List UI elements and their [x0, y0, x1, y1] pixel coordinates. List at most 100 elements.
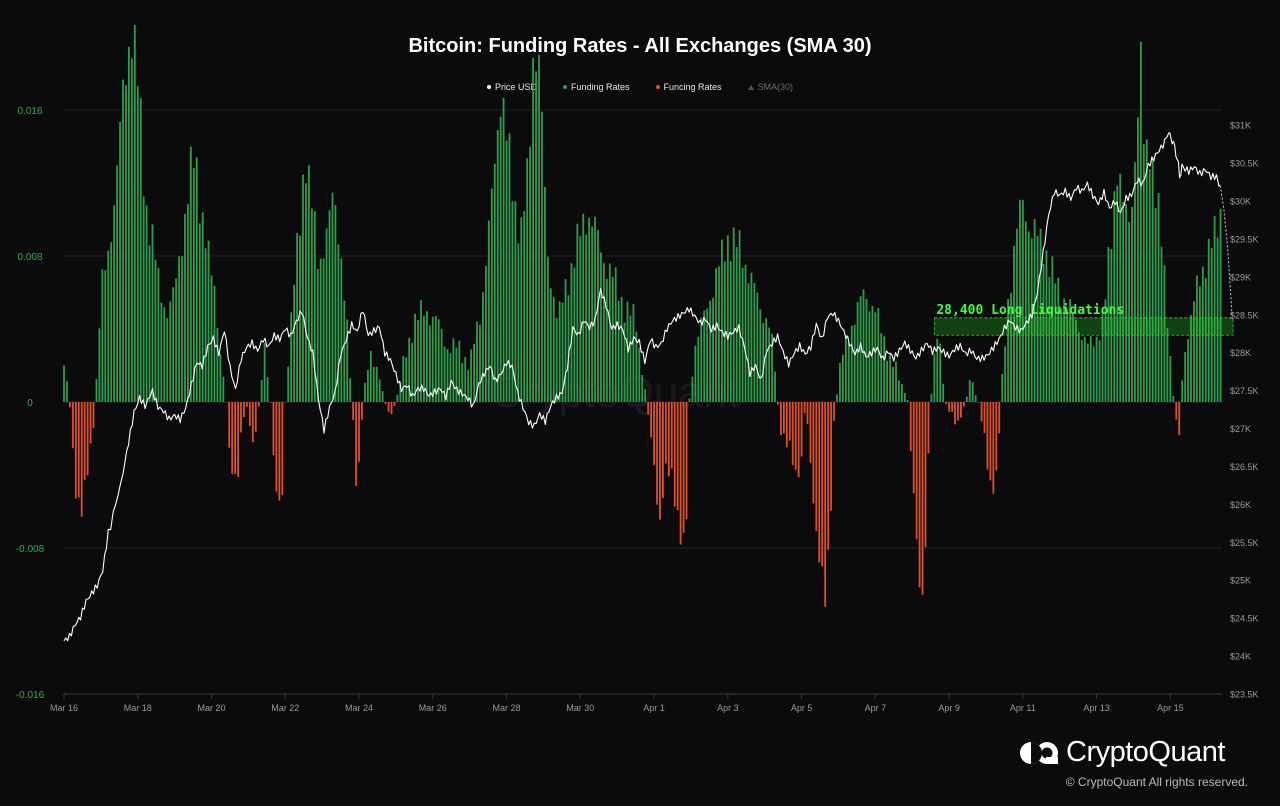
funding-bar: [918, 402, 921, 588]
funding-bar: [768, 327, 771, 402]
funding-bar: [706, 308, 709, 402]
funding-bar: [136, 86, 139, 403]
funding-bar: [812, 402, 815, 504]
funding-bar: [880, 333, 883, 402]
funding-bar: [420, 300, 422, 402]
legend-item-price[interactable]: Price USD: [486, 82, 537, 92]
funding-bar: [1172, 395, 1175, 402]
x-tick-label: Apr 11: [1010, 703, 1036, 713]
funding-bar: [358, 402, 360, 462]
funding-bar: [957, 402, 959, 421]
funding-bar: [278, 402, 281, 501]
funding-bar: [484, 265, 487, 402]
funding-bar: [431, 316, 434, 402]
x-tick-label: Apr 15: [1157, 703, 1184, 713]
funding-bar: [169, 301, 172, 402]
funding-bar: [254, 402, 257, 432]
funding-bar: [850, 325, 853, 402]
funding-bar: [903, 392, 906, 402]
funding-bar: [664, 402, 667, 464]
legend-item-funding-positive[interactable]: Funding Rates: [562, 82, 630, 92]
funding-bar: [1036, 236, 1039, 402]
funding-bar: [965, 396, 968, 402]
funding-bar: [154, 259, 157, 402]
funding-bar: [508, 133, 511, 402]
funding-bar: [372, 366, 375, 402]
funding-bar: [558, 301, 561, 402]
funding-bar: [195, 157, 198, 402]
funding-bar: [307, 165, 310, 402]
funding-bar: [428, 325, 431, 402]
funding-bar: [299, 235, 301, 402]
funding-bar: [815, 402, 818, 532]
funding-bar: [682, 402, 685, 533]
funding-bar: [1116, 185, 1119, 402]
funding-bar: [331, 192, 334, 402]
funding-bar: [1181, 380, 1184, 402]
legend-item-sma[interactable]: SMA(30): [747, 82, 793, 92]
funding-bar: [390, 402, 393, 414]
legend-sma-triangle-icon: [747, 84, 754, 90]
funding-bar: [446, 349, 449, 402]
funding-bar: [251, 402, 254, 443]
funding-bar: [222, 376, 225, 402]
funding-bar: [440, 328, 443, 402]
brand-name: CryptoQuant: [1066, 736, 1225, 768]
funding-bar: [181, 256, 183, 402]
funding-bar: [393, 402, 396, 406]
y-right-tick-label: $24K: [1230, 652, 1251, 662]
y-right-tick-label: $30K: [1230, 197, 1251, 207]
funding-bar: [715, 268, 717, 402]
y-right-tick-label: $23.5K: [1230, 690, 1259, 700]
funding-bar: [1196, 275, 1198, 402]
funding-bar: [895, 361, 897, 402]
funding-bar: [794, 402, 797, 470]
funding-bar: [461, 363, 464, 402]
funding-bar: [361, 402, 363, 420]
funding-bar: [679, 402, 682, 545]
funding-bar: [1216, 237, 1219, 402]
funding-bar: [750, 272, 753, 402]
funding-bar: [1163, 265, 1166, 402]
funding-bar: [340, 258, 343, 402]
x-tick-label: Apr 9: [938, 703, 960, 713]
chart-title: Bitcoin: Funding Rates - All Exchanges (…: [408, 35, 872, 57]
funding-bar: [1157, 193, 1160, 402]
funding-bar: [726, 235, 729, 402]
funding-bar: [989, 402, 992, 481]
funding-bar: [762, 322, 765, 402]
funding-bar: [552, 296, 555, 402]
x-tick-label: Mar 28: [493, 703, 521, 713]
funding-bar: [900, 383, 903, 402]
funding-bar: [290, 312, 293, 402]
funding-bar: [983, 402, 986, 434]
funding-bar: [187, 204, 189, 402]
x-tick-label: Apr 7: [865, 703, 887, 713]
y-right-tick-label: $27.5K: [1230, 386, 1259, 396]
funding-bar: [352, 402, 355, 420]
funding-bar: [611, 276, 614, 402]
x-tick-label: Mar 16: [50, 703, 78, 713]
funding-bar: [859, 296, 862, 402]
funding-bar: [573, 267, 576, 402]
brand-logo: CryptoQuant: [1018, 736, 1225, 769]
funding-bar: [437, 319, 440, 402]
funding-bar: [1033, 218, 1036, 402]
funding-bar: [782, 402, 785, 434]
funding-bar: [74, 402, 77, 499]
funding-bar: [1042, 263, 1045, 402]
funding-bar: [1083, 336, 1086, 402]
funding-bar: [688, 398, 691, 402]
funding-bar: [546, 256, 549, 402]
x-tick-label: Mar 26: [419, 703, 447, 713]
legend-item-funding-negative[interactable]: Funcing Rates: [655, 82, 722, 92]
funding-bar: [1201, 266, 1204, 402]
funding-bar: [116, 165, 119, 402]
funding-bar: [839, 363, 841, 402]
funding-bar: [293, 284, 296, 402]
funding-bar: [467, 369, 470, 402]
funding-bar: [1122, 201, 1125, 402]
funding-bar: [1142, 144, 1145, 402]
price-line-dotted-tail: [1219, 185, 1233, 315]
